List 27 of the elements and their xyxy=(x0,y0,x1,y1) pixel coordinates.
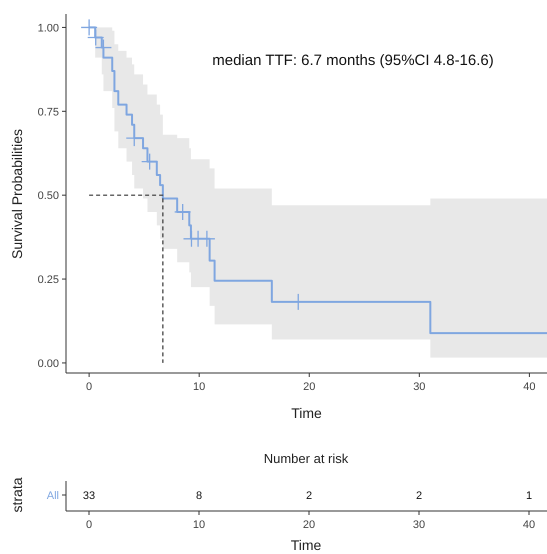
x-tick-label: 40 xyxy=(523,381,536,393)
y-tick-label: All xyxy=(46,490,59,502)
y-tick-label: 0.25 xyxy=(38,274,59,286)
x-axis-title: Time xyxy=(290,537,322,553)
y-tick-label: 0.75 xyxy=(38,106,59,118)
y-tick-label: 0.50 xyxy=(38,190,59,202)
x-tick-label: 40 xyxy=(522,519,536,531)
x-tick-label: 10 xyxy=(192,519,206,531)
x-tick-label: 30 xyxy=(413,381,426,393)
x-axis-title: Time xyxy=(291,405,322,421)
x-tick-label: 30 xyxy=(412,519,426,531)
y-tick-label: 1.00 xyxy=(38,22,59,34)
y-tick-label: 0.00 xyxy=(38,358,59,370)
x-tick-label: 20 xyxy=(303,381,316,393)
x-tick-label: 10 xyxy=(193,381,206,393)
chart-title: Number at risk xyxy=(264,451,349,466)
data-label: 1 xyxy=(526,490,532,502)
data-label: 8 xyxy=(196,490,202,502)
data-label: 2 xyxy=(416,490,422,502)
data-label: 33 xyxy=(82,490,96,502)
data-label: 2 xyxy=(306,490,312,502)
x-tick-label: 0 xyxy=(86,381,92,393)
y-axis-title: strata xyxy=(9,477,25,513)
annotation: median TTF: 6.7 months (95%CI 4.8-16.6) xyxy=(212,52,494,69)
x-tick-label: 20 xyxy=(302,519,316,531)
x-tick-label: 0 xyxy=(86,519,92,531)
y-axis-title: Survival Probabilities xyxy=(9,129,25,259)
